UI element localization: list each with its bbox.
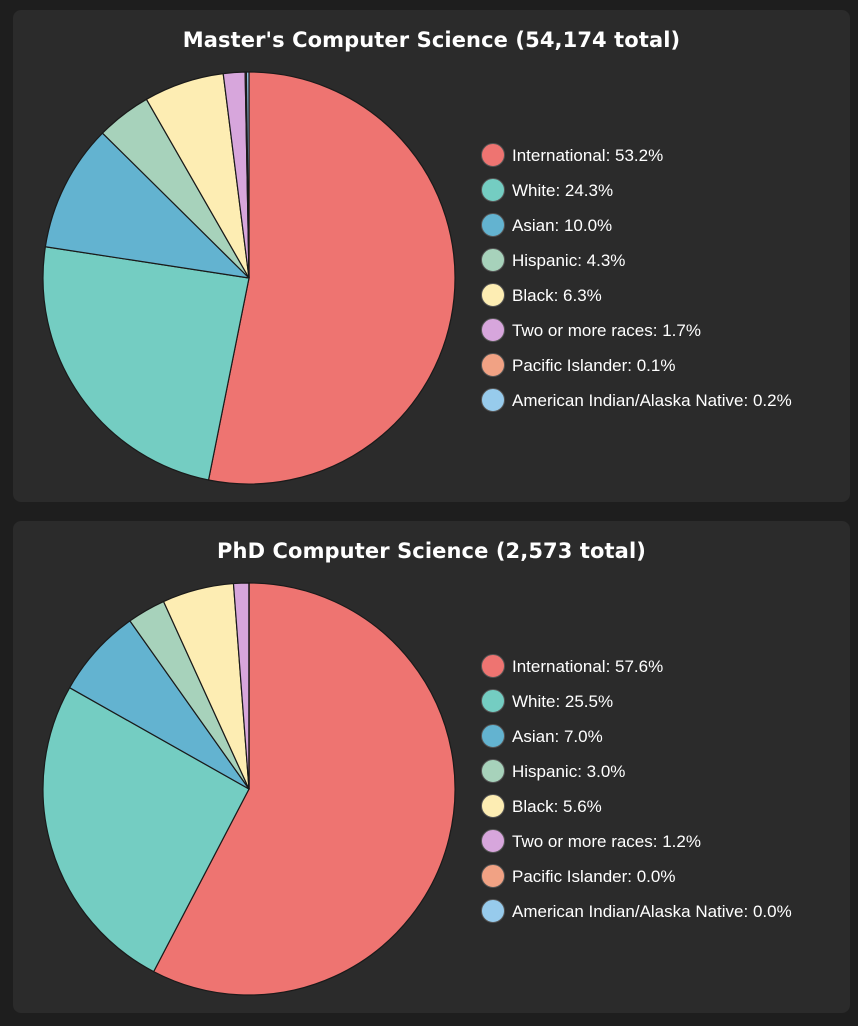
- legend-label: Two or more races: 1.7%: [512, 321, 701, 340]
- pie-slice-international[interactable]: [207, 71, 456, 485]
- legend-label: Black: 6.3%: [512, 286, 602, 305]
- legend-swatch: [481, 794, 505, 818]
- legend-label: Pacific Islander: 0.1%: [512, 356, 676, 375]
- legend-label: Hispanic: 3.0%: [512, 762, 626, 781]
- phd-pie-chart: [42, 582, 456, 996]
- legend-label: Asian: 7.0%: [512, 727, 603, 746]
- legend-swatch: [481, 759, 505, 783]
- legend-label: White: 24.3%: [512, 181, 614, 200]
- legend-label: American Indian/Alaska Native: 0.2%: [512, 391, 792, 410]
- legend-label: Black: 5.6%: [512, 797, 602, 816]
- legend-swatch: [481, 899, 505, 923]
- legend-label: Hispanic: 4.3%: [512, 251, 626, 270]
- legend-swatch: [481, 283, 505, 307]
- legend-label: White: 25.5%: [512, 692, 614, 711]
- pie-slice-white[interactable]: [42, 246, 250, 481]
- legend-swatch: [481, 248, 505, 272]
- legend-swatch: [481, 724, 505, 748]
- legend-swatch: [481, 689, 505, 713]
- chart-title: Master's Computer Science (54,174 total): [182, 28, 681, 52]
- legend-swatch: [481, 654, 505, 678]
- legend-label: International: 53.2%: [512, 146, 664, 165]
- legend-label: American Indian/Alaska Native: 0.0%: [512, 902, 792, 921]
- legend-swatch: [481, 178, 505, 202]
- chart-title: PhD Computer Science (2,573 total): [217, 539, 646, 563]
- pie-slice-asian[interactable]: [44, 132, 250, 279]
- pie-slice-american-indian-alaska-native[interactable]: [245, 71, 250, 279]
- legend-swatch: [481, 318, 505, 342]
- legend-label: International: 57.6%: [512, 657, 664, 676]
- legend-label: Two or more races: 1.2%: [512, 832, 701, 851]
- legend-swatch: [481, 353, 505, 377]
- phd-chart-panel: PhD Computer Science (2,573 total) Inter…: [13, 521, 850, 1013]
- legend-swatch: [481, 213, 505, 237]
- pie-slice-white[interactable]: [42, 687, 250, 973]
- legend-swatch: [481, 143, 505, 167]
- legend-swatch: [481, 829, 505, 853]
- legend-label: Pacific Islander: 0.0%: [512, 867, 676, 886]
- masters-pie-chart: [42, 71, 456, 485]
- pie-slice-international[interactable]: [153, 582, 456, 996]
- legend-swatch: [481, 864, 505, 888]
- masters-chart-panel: Master's Computer Science (54,174 total)…: [13, 10, 850, 502]
- legend-swatch: [481, 388, 505, 412]
- legend-label: Asian: 10.0%: [512, 216, 613, 235]
